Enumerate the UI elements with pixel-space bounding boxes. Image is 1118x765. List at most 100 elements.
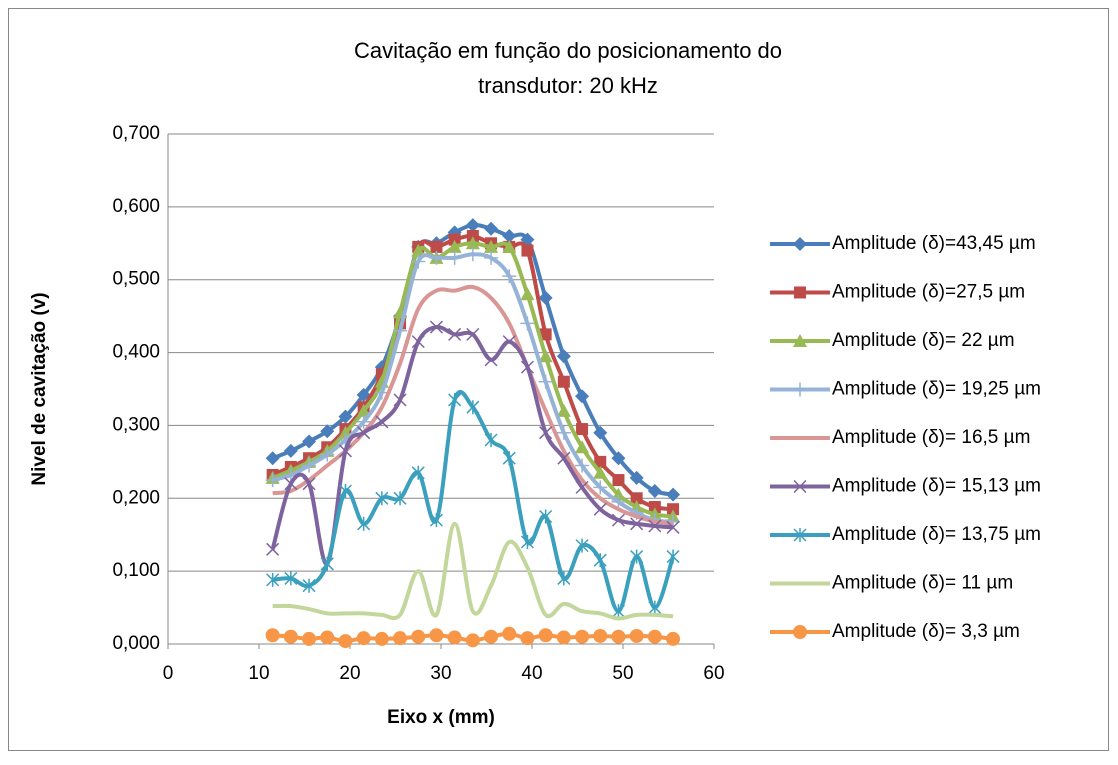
marker — [611, 494, 626, 509]
marker — [647, 484, 662, 498]
marker — [320, 447, 335, 462]
marker — [793, 479, 807, 494]
marker — [484, 250, 499, 265]
marker — [648, 501, 661, 514]
marker — [484, 353, 498, 367]
marker — [283, 629, 298, 644]
marker — [666, 520, 680, 534]
marker — [466, 400, 480, 415]
marker — [265, 628, 280, 643]
marker — [630, 517, 644, 531]
legend-label: Amplitude (δ)= 13,75 µm — [832, 524, 1041, 545]
marker — [629, 628, 644, 643]
marker — [466, 327, 480, 341]
marker — [611, 604, 625, 619]
marker — [447, 630, 462, 645]
marker — [502, 269, 517, 284]
marker — [465, 236, 480, 250]
marker — [411, 254, 426, 269]
marker — [556, 403, 571, 417]
marker — [411, 335, 425, 349]
marker — [667, 503, 680, 516]
x-tick-label: 40 — [521, 663, 542, 684]
marker — [575, 440, 590, 454]
y-tick-label: 0,600 — [112, 196, 160, 217]
marker — [429, 320, 443, 334]
x-axis-label: Eixo x (mm) — [387, 707, 495, 728]
marker — [502, 335, 516, 349]
marker — [448, 233, 461, 246]
marker — [465, 633, 480, 648]
legend-label: Amplitude (δ)= 15,13 µm — [832, 476, 1041, 497]
marker — [793, 334, 807, 347]
legend-label: Amplitude (δ)= 11 µm — [832, 573, 1013, 594]
marker — [375, 415, 389, 429]
legend-label: Amplitude (δ)=43,45 µm — [832, 233, 1036, 254]
marker — [393, 491, 407, 506]
marker — [302, 477, 316, 491]
marker — [320, 424, 335, 439]
marker — [320, 630, 335, 645]
marker — [611, 629, 626, 644]
marker — [648, 519, 662, 533]
marker — [502, 229, 517, 243]
marker — [429, 628, 444, 643]
marker — [576, 423, 589, 436]
marker — [302, 578, 316, 593]
marker — [539, 509, 553, 524]
marker — [502, 626, 517, 641]
marker — [430, 240, 443, 253]
marker — [266, 572, 280, 587]
series-line — [272, 521, 674, 621]
marker — [593, 553, 607, 568]
chart-title: transdutor: 20 kHz — [478, 73, 658, 98]
marker — [520, 360, 534, 374]
marker — [302, 631, 317, 646]
y-axis-label: Nivel de cavitação (v) — [29, 292, 50, 485]
marker — [557, 571, 571, 586]
marker — [666, 487, 681, 502]
marker — [575, 458, 590, 473]
marker — [557, 451, 571, 465]
marker — [502, 239, 517, 253]
marker — [629, 470, 644, 485]
marker — [429, 250, 444, 265]
legend-label: Amplitude (δ)= 3,3 µm — [832, 621, 1020, 642]
marker — [666, 549, 680, 564]
marker — [611, 451, 626, 466]
marker — [538, 628, 553, 643]
marker — [520, 631, 535, 646]
marker — [556, 425, 571, 440]
marker — [648, 600, 662, 615]
marker — [520, 287, 535, 301]
marker — [539, 328, 552, 341]
marker — [411, 465, 425, 480]
legend-label: Amplitude (δ)= 22 µm — [832, 330, 1015, 351]
marker — [320, 556, 334, 571]
marker — [356, 631, 371, 646]
marker — [593, 425, 608, 440]
marker — [393, 393, 407, 407]
marker — [302, 458, 317, 473]
x-tick-label: 30 — [430, 663, 451, 684]
marker — [575, 629, 590, 644]
marker — [265, 451, 280, 466]
marker — [465, 247, 480, 262]
marker — [338, 409, 353, 424]
marker — [794, 286, 806, 299]
y-tick-label: 0,400 — [112, 342, 160, 363]
marker — [375, 491, 389, 506]
y-tick-label: 0,300 — [112, 414, 160, 435]
marker — [538, 290, 553, 305]
legend-label: Amplitude (δ)= 19,25 µm — [832, 379, 1041, 400]
marker — [374, 631, 389, 646]
marker — [338, 484, 352, 498]
marker — [284, 571, 298, 586]
marker — [793, 528, 807, 542]
marker — [575, 389, 590, 404]
marker — [630, 492, 643, 505]
marker — [538, 349, 553, 363]
marker — [793, 382, 807, 397]
legend-label: Amplitude (δ)=27,5 µm — [832, 282, 1025, 303]
